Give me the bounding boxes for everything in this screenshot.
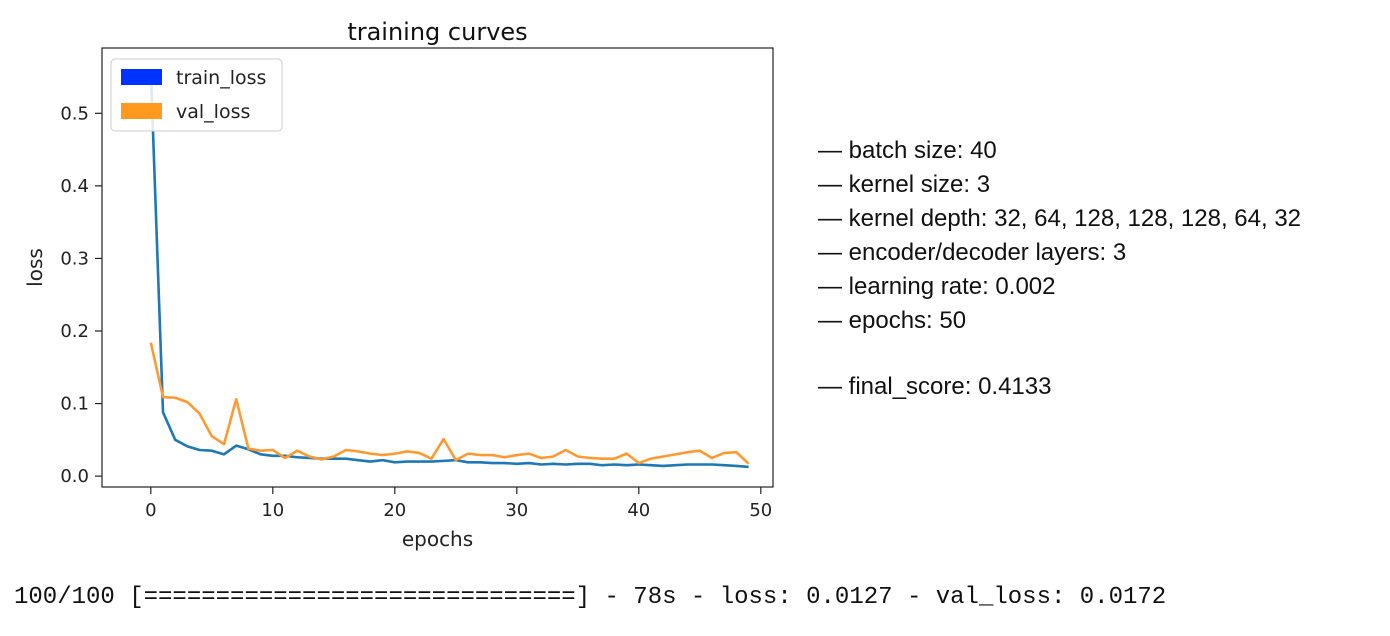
legend: train_loss val_loss [110,58,283,132]
param-learning-rate: — learning rate: 0.002 [818,273,1056,300]
x-tick-label: 40 [627,500,650,521]
plot-area: 0 10 20 30 40 50 0.0 0.1 0.2 0.3 0.4 0.5 [60,47,774,521]
legend-label-train-loss: train_loss [176,67,266,89]
y-tick-label: 0.2 [60,321,89,342]
x-tick-label: 0 [145,500,156,521]
param-batch-size: — batch size: 40 [818,137,997,164]
training-log-line: 100/100 [==============================]… [14,584,1167,611]
x-tick-label: 30 [505,500,528,521]
legend-label-val-loss: val_loss [176,101,250,123]
param-kernel-depth: — kernel depth: 32, 64, 128, 128, 128, 6… [818,205,1302,232]
series-line-val-loss [149,342,750,465]
x-axis-label: epochs [402,527,473,551]
y-tick-label: 0.0 [60,466,89,487]
x-tick-label: 20 [383,500,406,521]
legend-swatch-val-loss [121,103,162,119]
training-curves-chart: training curves epochs loss 0 10 20 30 40 500… [23,18,774,551]
param-epochs: — epochs: 50 [818,307,967,334]
y-tick-label: 0.5 [60,103,89,124]
hyperparameter-list: — batch size: 40 — kernel size: 3 — kern… [818,134,1301,404]
plot-frame [101,47,774,488]
param-kernel-size: — kernel size: 3 [818,171,991,198]
chart-title: training curves [347,18,527,46]
y-tick-label: 0.3 [60,248,89,269]
final-score: — final_score: 0.4133 [818,373,1052,400]
param-encoder-decoder-layers: — encoder/decoder layers: 3 [818,239,1127,266]
y-tick-label: 0.1 [60,394,89,415]
y-tick-label: 0.4 [60,176,89,197]
x-tick-label: 50 [749,500,772,521]
legend-swatch-train-loss [121,69,162,85]
y-axis-label: loss [23,248,47,287]
x-tick-label: 10 [261,500,284,521]
